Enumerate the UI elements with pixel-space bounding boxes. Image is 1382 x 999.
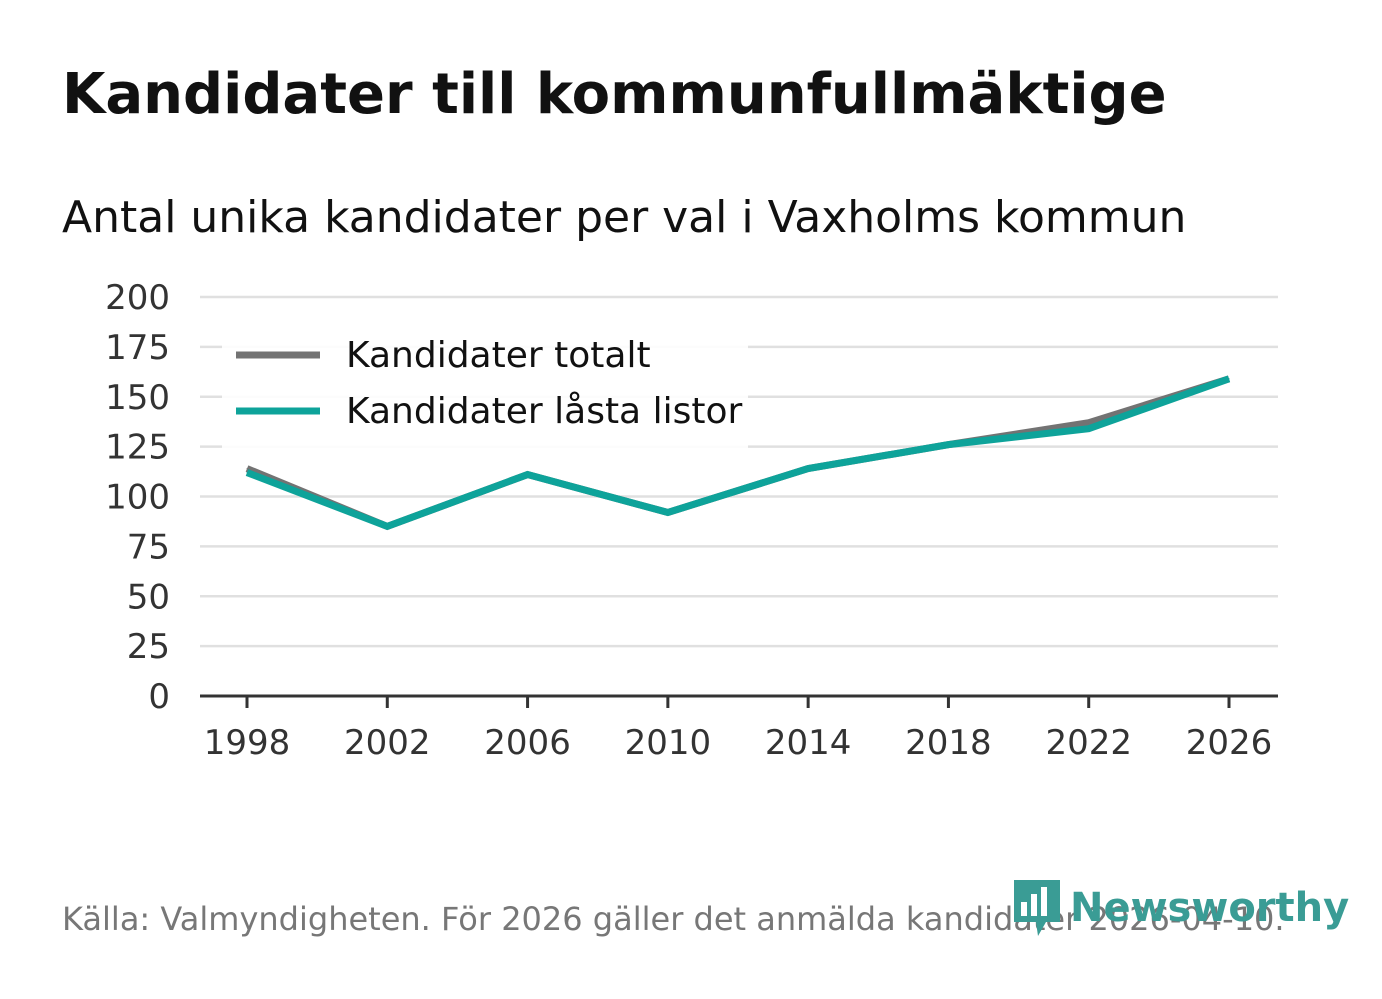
series-line-1 bbox=[245, 375, 1231, 531]
data-point bbox=[807, 468, 809, 470]
y-tick-label: 125 bbox=[105, 428, 170, 468]
x-tick-label: 2002 bbox=[344, 723, 431, 763]
data-point bbox=[527, 474, 529, 476]
y-tick-label: 150 bbox=[105, 378, 170, 418]
data-point bbox=[246, 472, 248, 474]
x-tick-label: 2018 bbox=[905, 723, 992, 763]
x-tick-label: 2014 bbox=[765, 723, 852, 763]
x-tick-label: 2006 bbox=[484, 723, 571, 763]
data-point bbox=[947, 444, 949, 446]
data-point bbox=[1088, 422, 1090, 424]
x-tick-label: 2010 bbox=[625, 723, 712, 763]
data-point bbox=[246, 468, 248, 470]
newsworthy-logo-icon bbox=[1014, 880, 1060, 936]
y-tick-label: 175 bbox=[105, 328, 170, 368]
legend-label: Kandidater låsta listor bbox=[346, 391, 742, 432]
chart-subtitle: Antal unika kandidater per val i Vaxholm… bbox=[62, 192, 1187, 243]
data-point bbox=[1088, 428, 1090, 430]
newsworthy-logo-text: Newsworthy bbox=[1070, 885, 1350, 931]
legend: Kandidater totalt Kandidater låsta listor bbox=[222, 322, 748, 448]
data-point bbox=[1228, 378, 1230, 380]
legend-background bbox=[222, 322, 748, 448]
line-chart: 0 25 50 75 100 125 150 175 200 1998 2002 2006 2010 2… bbox=[105, 278, 1278, 763]
y-tick-label: 25 bbox=[127, 627, 170, 667]
x-tick-label: 1998 bbox=[204, 723, 291, 763]
newsworthy-logo: Newsworthy bbox=[1012, 878, 1349, 938]
data-point bbox=[386, 525, 388, 527]
x-tick-label: 2022 bbox=[1045, 723, 1132, 763]
series-lines bbox=[245, 375, 1231, 531]
y-tick-label: 200 bbox=[105, 278, 170, 318]
x-axis-ticks: 1998 2002 2006 2010 2014 2018 2022 2026 bbox=[200, 694, 1278, 763]
y-tick-label: 0 bbox=[148, 677, 170, 717]
legend-label: Kandidater totalt bbox=[346, 335, 651, 376]
y-tick-label: 100 bbox=[105, 478, 170, 518]
chart-title: Kandidater till kommunfullmäktige bbox=[62, 62, 1167, 127]
y-axis-ticks: 0 25 50 75 100 125 150 175 200 bbox=[105, 278, 170, 717]
x-tick-label: 2026 bbox=[1186, 723, 1273, 763]
y-tick-label: 75 bbox=[127, 527, 170, 567]
source-note: Källa: Valmyndigheten. För 2026 gäller d… bbox=[62, 900, 1285, 938]
data-point bbox=[667, 511, 669, 513]
y-tick-label: 50 bbox=[127, 577, 170, 617]
